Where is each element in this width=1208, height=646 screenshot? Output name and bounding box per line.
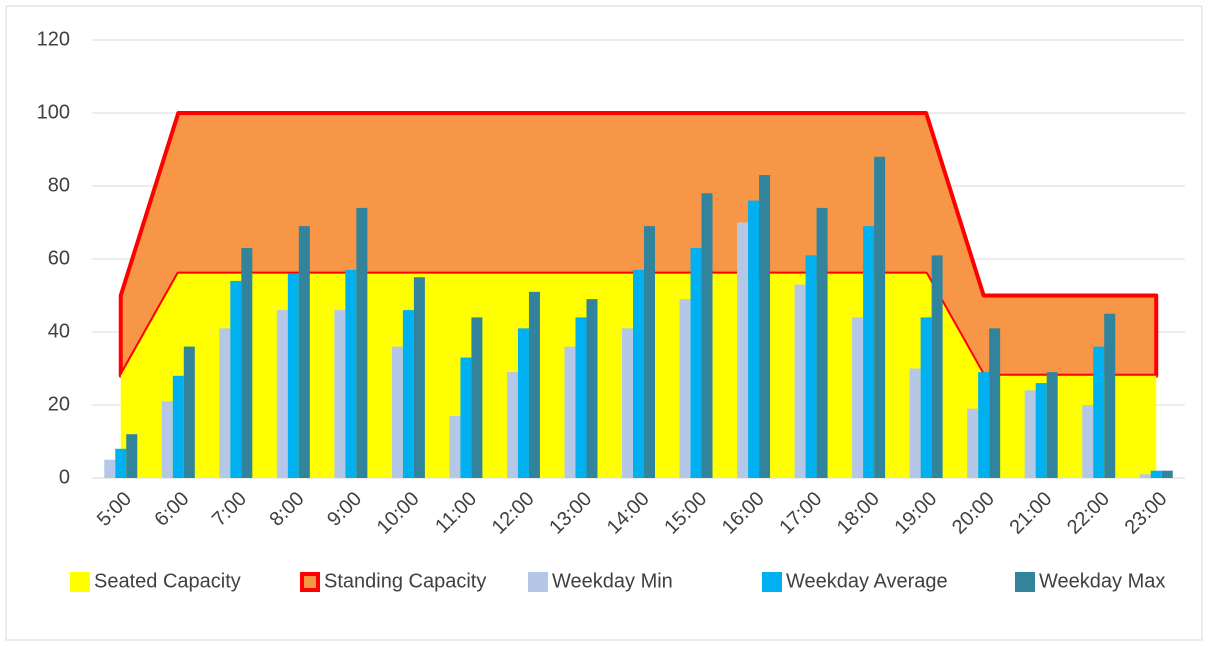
bar	[805, 255, 817, 478]
legend-swatch	[762, 572, 782, 592]
bar	[161, 401, 173, 478]
bar	[391, 346, 403, 478]
bar	[126, 434, 138, 478]
bar	[978, 372, 990, 478]
bar	[517, 328, 529, 478]
legend-swatch	[300, 572, 320, 592]
y-tick-label: 60	[48, 247, 70, 269]
bar	[1046, 372, 1058, 478]
y-tick-label: 0	[59, 466, 70, 488]
bar	[413, 277, 425, 478]
bar	[1082, 405, 1094, 478]
bar	[241, 248, 253, 478]
bar	[679, 299, 691, 478]
bar	[219, 328, 231, 478]
legend-swatch	[528, 572, 548, 592]
bar	[586, 299, 598, 478]
bar	[564, 346, 576, 478]
bar	[345, 269, 357, 478]
legend-label: Weekday Max	[1039, 570, 1165, 592]
bar	[115, 448, 127, 478]
bar	[1024, 390, 1036, 478]
bar	[1150, 470, 1162, 478]
bar	[863, 226, 875, 478]
legend-label: Standing Capacity	[324, 570, 486, 592]
bar	[276, 310, 288, 478]
y-tick-label: 40	[48, 320, 70, 342]
bar	[402, 310, 414, 478]
bar	[622, 328, 633, 478]
y-tick-label: 120	[37, 28, 70, 50]
legend-label: Weekday Min	[552, 570, 673, 592]
bar	[690, 248, 702, 478]
bar	[1139, 474, 1151, 478]
bar	[759, 175, 771, 479]
bar	[460, 357, 472, 478]
bar	[701, 193, 713, 479]
bar	[528, 291, 540, 478]
legend-label: Seated Capacity	[94, 570, 241, 592]
bar	[909, 368, 921, 478]
bar	[874, 156, 886, 479]
y-tick-label: 80	[48, 174, 70, 196]
bar	[506, 372, 518, 478]
bar	[230, 280, 242, 478]
legend-swatch	[70, 572, 90, 592]
bar	[1161, 470, 1173, 478]
y-tick-label: 20	[48, 393, 70, 415]
bar	[471, 317, 483, 478]
bar	[172, 375, 184, 478]
bar	[967, 408, 979, 478]
bar	[1035, 383, 1047, 478]
bar	[633, 269, 644, 478]
bar	[644, 226, 655, 478]
bar	[816, 207, 828, 478]
bar	[356, 207, 368, 478]
bar	[989, 328, 1001, 478]
bar	[1104, 313, 1116, 478]
bar	[1093, 346, 1105, 478]
legend-label: Weekday Average	[786, 570, 948, 592]
legend-swatch	[1015, 572, 1035, 592]
bar	[287, 273, 299, 478]
bar	[748, 200, 760, 478]
bar	[334, 310, 346, 478]
bar	[794, 284, 806, 478]
bar	[737, 222, 749, 478]
bar	[183, 346, 195, 478]
bar	[920, 317, 932, 478]
bar	[852, 317, 864, 478]
bar	[575, 317, 587, 478]
bar	[931, 255, 943, 478]
bar	[298, 226, 310, 478]
y-tick-label: 100	[37, 101, 70, 123]
bar	[449, 415, 461, 478]
bar	[104, 459, 116, 478]
